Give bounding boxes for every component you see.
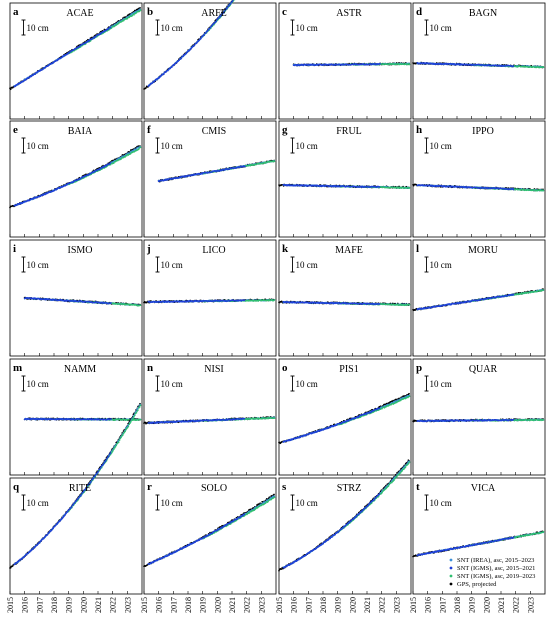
scale-bar-label: 10 cm <box>27 141 49 151</box>
panel-letter: c <box>282 6 287 18</box>
panel-e: e BAIA 10 cm <box>9 120 143 238</box>
data-point <box>542 66 545 69</box>
panel-frame <box>412 2 546 120</box>
scale-bar-label: 10 cm <box>430 141 452 151</box>
panel-letter: a <box>13 6 19 18</box>
panel-f: f CMIS 10 cm <box>143 120 277 238</box>
station-name: CMIS <box>202 126 226 137</box>
data-point <box>139 146 142 149</box>
scale-bar-label: 10 cm <box>296 23 318 33</box>
data-point <box>378 186 381 188</box>
data-point <box>139 9 142 11</box>
panel-frame <box>278 120 412 238</box>
data-point <box>542 189 545 192</box>
station-name: FRUL <box>336 126 362 137</box>
panel-g: g FRUL 10 cm <box>278 120 412 238</box>
data-point <box>226 7 229 9</box>
data-point <box>215 20 218 23</box>
panel-letter: h <box>416 124 422 136</box>
data-point <box>170 66 173 69</box>
data-point <box>9 88 12 91</box>
data-point <box>231 0 234 3</box>
data-point <box>512 65 515 67</box>
station-name: BAIA <box>68 126 93 137</box>
data-point <box>408 186 411 189</box>
data-point <box>229 2 232 5</box>
data-point <box>273 160 276 163</box>
panel-frame <box>412 120 546 238</box>
panel-letter: f <box>147 124 151 136</box>
panel-frame <box>143 120 277 238</box>
data-point <box>208 27 211 30</box>
scale-bar-label: 10 cm <box>296 141 318 151</box>
data-point <box>180 57 183 59</box>
scale-bar-label: 10 cm <box>161 141 183 151</box>
panel-h: h IPPO 10 cm <box>412 120 546 238</box>
scale-bar-label: 10 cm <box>430 23 452 33</box>
panel-b: b ARFE 10 cm <box>143 0 277 120</box>
data-point <box>379 62 381 65</box>
data-point <box>95 35 97 38</box>
data-point <box>244 165 246 168</box>
panel-letter: g <box>282 124 288 136</box>
data-point <box>139 7 141 9</box>
panel-c: c ASTR 10 cm <box>278 2 412 120</box>
data-point <box>203 34 205 36</box>
data-point <box>408 63 411 66</box>
data-point <box>512 188 515 191</box>
panel-letter: b <box>147 6 153 18</box>
data-point <box>162 73 165 75</box>
panel-a: a ACAE 10 cm <box>9 2 143 120</box>
panel-d: d BAGN 10 cm <box>412 2 546 120</box>
data-point <box>166 69 169 72</box>
data-point <box>199 37 202 40</box>
panel-frame <box>143 2 277 120</box>
panel-letter: e <box>13 124 18 136</box>
scale-bar-label: 10 cm <box>161 23 183 33</box>
station-name: ACAE <box>66 8 93 19</box>
data-point <box>109 26 112 29</box>
station-name: IPPO <box>472 126 494 137</box>
station-name: BAGN <box>469 8 497 19</box>
data-point <box>151 82 154 84</box>
panel-frame <box>278 2 412 120</box>
panel-letter: d <box>416 6 422 18</box>
data-point <box>228 4 230 7</box>
scale-bar-label: 10 cm <box>27 23 49 33</box>
station-name: ASTR <box>336 8 362 19</box>
data-point <box>109 162 112 164</box>
station-name: ARFE <box>201 8 227 19</box>
